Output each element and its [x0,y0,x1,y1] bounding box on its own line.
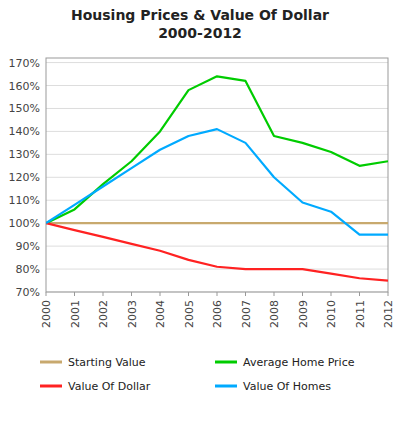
title-line: 2000-2012 [158,25,242,41]
chart-container: Housing Prices & Value Of Dollar 2000-201… [0,0,400,433]
x-tick [46,292,47,296]
x-tick [274,292,275,296]
x-tick-label: 2004 [154,300,167,328]
chart-svg: Housing Prices & Value Of Dollar 2000-201… [0,0,400,433]
y-tick-label: 120% [9,171,40,184]
x-tick-label: 2009 [297,300,310,328]
series-lines [46,76,388,280]
x-tick-label: 2006 [211,300,224,328]
grid-line [46,269,388,270]
y-tick-label: 70% [16,286,40,299]
legend-label: Value Of Dollar [68,380,151,393]
legend-swatch [40,385,62,388]
grid-line [46,131,388,132]
x-tick [217,292,218,296]
y-tick-label: 80% [16,263,40,276]
y-tick-label: 140% [9,125,40,138]
x-tick [331,292,332,296]
y-tick-label: 170% [9,57,40,70]
x-tick [388,292,389,296]
x-tick-label: 2000 [40,300,53,328]
x-tick [359,292,360,296]
legend-label: Value Of Homes [243,380,331,393]
x-tick [103,292,104,296]
x-tick [245,292,246,296]
grid-line [46,200,388,201]
plot-frame [46,58,388,292]
x-tick [131,292,132,296]
grid-line [46,177,388,178]
x-tick-label: 2008 [268,300,281,328]
legend-swatch [215,385,237,388]
y-grid [46,63,388,292]
y-tick-label: 150% [9,102,40,115]
legend-swatch [40,361,62,364]
y-tick-label: 100% [9,217,40,230]
grid-line [46,85,388,86]
series-line [46,129,388,235]
title: Housing Prices & Value Of Dollar 2000-201… [71,7,329,41]
x-tick-label: 2005 [183,300,196,328]
y-tick-label: 90% [16,240,40,253]
x-tick-label: 2012 [382,300,395,328]
legend: Starting Value Average Home Price Value Of… [40,356,355,393]
y-tick-label: 130% [9,148,40,161]
series-line [46,223,388,280]
x-tick-label: 2010 [325,300,338,328]
series-line [46,76,388,223]
series-line [46,222,388,224]
legend-swatch [215,361,237,364]
x-tick [188,292,189,296]
x-tick [302,292,303,296]
grid-line [46,108,388,109]
x-tick [74,292,75,296]
x-tick-label: 2003 [126,300,139,328]
x-tick-label: 2011 [354,300,367,328]
legend-label: Starting Value [68,356,146,369]
x-tick-label: 2002 [97,300,110,328]
y-tick-label: 110% [9,194,40,207]
grid-line [46,223,388,224]
grid-line [46,62,388,63]
legend-label: Average Home Price [243,356,355,369]
grid-line [46,246,388,247]
x-tick-label: 2007 [240,300,253,328]
x-tick-label: 2001 [69,300,82,328]
title-line: Housing Prices & Value Of Dollar [71,7,329,23]
x-tick [160,292,161,296]
y-tick-label: 160% [9,80,40,93]
